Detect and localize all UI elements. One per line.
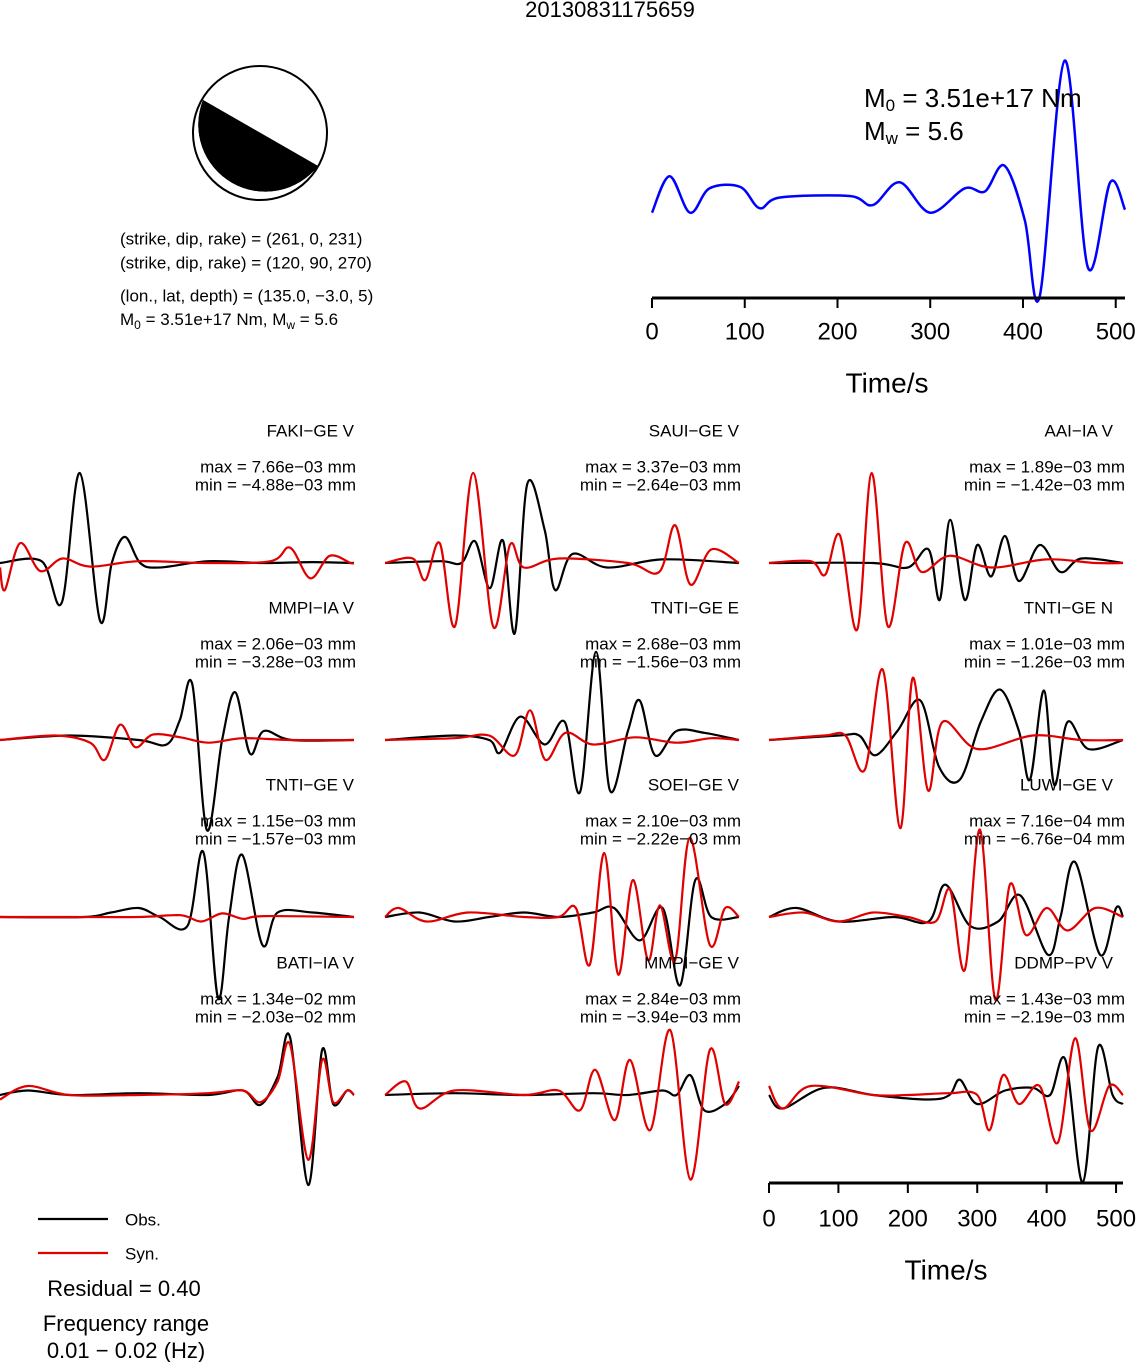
min-label: min = −3.28e−03 mm	[195, 652, 356, 671]
min-label: min = −4.88e−03 mm	[195, 475, 356, 494]
x-tick-label: 100	[818, 1205, 858, 1232]
x-tick-label: 400	[1027, 1205, 1067, 1232]
station-label: AAI−IA V	[1044, 421, 1113, 440]
station-label: LUWI−GE V	[1020, 775, 1114, 794]
min-label: min = −2.19e−03 mm	[964, 1007, 1125, 1026]
station-label: TNTI−GE E	[651, 598, 739, 617]
min-label: min = −2.03e−02 mm	[195, 1007, 356, 1026]
obs-trace	[768, 860, 1124, 957]
obs-trace	[384, 650, 740, 795]
x-tick-label: 500	[1096, 318, 1136, 345]
min-label: min = −6.76e−04 mm	[964, 829, 1125, 848]
station-label: TNTI−GE V	[266, 775, 355, 794]
syn-trace	[768, 1037, 1124, 1145]
x-tick-label: 200	[817, 318, 857, 345]
x-tick-label: 0	[645, 318, 658, 345]
beachball-fill	[198, 100, 318, 192]
x-tick-label: 300	[910, 318, 950, 345]
moment-annotation: M0 = 3.51e+17 Nm	[864, 83, 1082, 116]
min-label: min = −1.57e−03 mm	[195, 829, 356, 848]
x-axis-title: Time/s	[905, 1254, 988, 1285]
station-label: DDMP−PV V	[1014, 953, 1113, 972]
max-label: max = 7.16e−04 mm	[969, 811, 1125, 830]
mechanism-line: (strike, dip, rake) = (261, 0, 231)	[120, 229, 362, 248]
station-label: TNTI−GE N	[1024, 598, 1113, 617]
syn-trace	[384, 471, 740, 630]
obs-trace	[0, 679, 355, 832]
max-label: max = 1.34e−02 mm	[200, 989, 356, 1008]
max-label: max = 1.01e−03 mm	[969, 634, 1125, 653]
obs-trace	[384, 1074, 740, 1113]
syn-trace	[0, 542, 355, 592]
legend-label: Obs.	[125, 1210, 161, 1229]
moment-annotation: Mw = 5.6	[864, 116, 964, 149]
max-label: max = 1.15e−03 mm	[200, 811, 356, 830]
x-tick-label: 300	[957, 1205, 997, 1232]
x-tick-label: 200	[888, 1205, 928, 1232]
station-label: MMPI−IA V	[269, 598, 355, 617]
source-time-function	[650, 59, 1127, 303]
syn-trace	[768, 828, 1124, 1001]
station-label: SOEI−GE V	[648, 775, 740, 794]
station-label: SAUI−GE V	[649, 421, 740, 440]
x-tick-label: 500	[1096, 1205, 1136, 1232]
station-label: MMPI−GE V	[644, 953, 740, 972]
max-label: max = 3.37e−03 mm	[585, 457, 741, 476]
station-label: FAKI−GE V	[267, 421, 355, 440]
beachball	[192, 65, 328, 201]
min-label: min = −1.42e−03 mm	[964, 475, 1125, 494]
syn-trace	[384, 709, 740, 761]
max-label: max = 2.06e−03 mm	[200, 634, 356, 653]
location-line: (lon., lat, depth) = (135.0, −3.0, 5)	[120, 286, 373, 305]
min-label: min = −1.26e−03 mm	[964, 652, 1125, 671]
syn-trace	[0, 723, 355, 762]
obs-trace	[768, 688, 1124, 787]
syn-trace	[384, 836, 740, 976]
max-label: max = 1.89e−03 mm	[969, 457, 1125, 476]
max-label: max = 2.10e−03 mm	[585, 811, 741, 830]
legend-label: Syn.	[125, 1244, 159, 1263]
mechanism-line: (strike, dip, rake) = (120, 90, 270)	[120, 253, 372, 272]
syn-trace	[768, 668, 1124, 830]
min-label: min = −3.94e−03 mm	[580, 1007, 741, 1026]
title: 20130831175659	[525, 0, 695, 22]
residual: Residual = 0.40	[47, 1276, 201, 1301]
x-tick-label: 0	[762, 1205, 775, 1232]
frequency-range: Frequency range	[43, 1311, 209, 1336]
frequency-range: 0.01 − 0.02 (Hz)	[47, 1338, 205, 1362]
obs-trace	[0, 1032, 355, 1187]
syn-trace	[384, 1029, 740, 1181]
min-label: min = −2.22e−03 mm	[580, 829, 741, 848]
max-label: max = 2.68e−03 mm	[585, 634, 741, 653]
max-label: max = 1.43e−03 mm	[969, 989, 1125, 1008]
obs-trace	[384, 479, 740, 635]
x-tick-label: 100	[725, 318, 765, 345]
obs-trace	[0, 849, 355, 1001]
syn-trace	[768, 471, 1124, 632]
moment-line: M0 = 3.51e+17 Nm, Mw = 5.6	[120, 310, 338, 332]
station-label: BATI−IA V	[276, 953, 354, 972]
syn-trace	[0, 912, 355, 923]
min-label: min = −1.56e−03 mm	[580, 652, 741, 671]
min-label: min = −2.64e−03 mm	[580, 475, 741, 494]
x-tick-label: 400	[1003, 318, 1043, 345]
syn-trace	[0, 1040, 355, 1161]
x-axis-title: Time/s	[846, 367, 929, 398]
max-label: max = 7.66e−03 mm	[200, 457, 356, 476]
max-label: max = 2.84e−03 mm	[585, 989, 741, 1008]
